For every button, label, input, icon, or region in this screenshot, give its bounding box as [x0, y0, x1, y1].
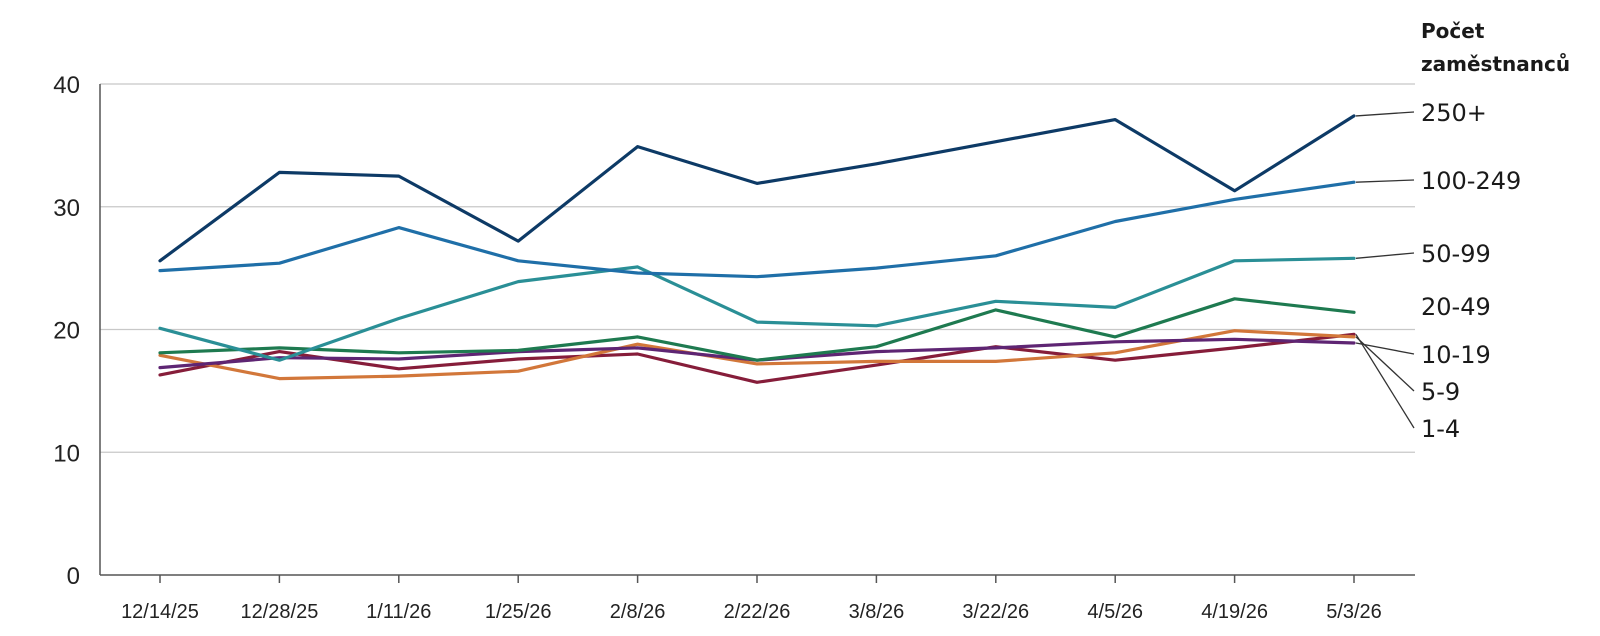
leader-line: [1355, 334, 1415, 429]
x-tick-label: 2/22/26: [724, 601, 791, 623]
series-line-20-49: [158, 297, 1356, 362]
series-label: 1-4: [1421, 415, 1460, 443]
x-tick-label: 4/19/26: [1201, 601, 1268, 623]
series-line-250+: [158, 114, 1356, 263]
label-leader-lines: [1355, 111, 1415, 429]
series-label: 20-49: [1421, 293, 1491, 321]
series-label: 100-249: [1421, 167, 1521, 195]
y-tick-label: 40: [53, 72, 80, 99]
x-tick-label: 3/8/26: [849, 601, 905, 623]
leader-line: [1355, 252, 1415, 259]
series-label: 250+: [1421, 99, 1487, 127]
leader-line: [1355, 179, 1415, 183]
legend-title-line-1: Počet: [1421, 19, 1485, 43]
leader-line: [1355, 342, 1415, 355]
x-tick-label: 5/3/26: [1326, 601, 1382, 623]
legend-title-line-2: zaměstnanců: [1421, 52, 1570, 76]
series-line-1-4: [158, 332, 1356, 384]
y-tick-label: 0: [67, 563, 80, 590]
y-tick-label: 30: [53, 195, 80, 222]
x-tick-label: 1/25/26: [485, 601, 552, 623]
series-lines: [158, 114, 1356, 384]
series-line-50-99: [158, 256, 1356, 362]
leader-line: [1355, 111, 1415, 117]
x-tick-label: 2/8/26: [610, 601, 666, 623]
series-label: 10-19: [1421, 341, 1491, 369]
leader-line: [1355, 336, 1415, 392]
x-tick-label: 3/22/26: [962, 601, 1029, 623]
y-tick-label: 20: [53, 318, 80, 345]
series-labels: 250+ 100-249 50-99 20-49 10-19 5-9 1-4: [1421, 99, 1521, 443]
series-label: 5-9: [1421, 378, 1460, 406]
series-label: 50-99: [1421, 240, 1491, 268]
gridlines: [100, 83, 1415, 453]
x-tick-label: 12/14/25: [121, 601, 199, 623]
series-line-100-249: [158, 180, 1356, 279]
x-tick-label: 12/28/25: [240, 601, 318, 623]
y-tick-label: 10: [53, 440, 80, 467]
series-line-5-9: [158, 329, 1356, 381]
x-axis-ticks: 12/14/25 12/28/25 1/11/26 1/25/26 2/8/26 2/22…: [121, 575, 1382, 623]
y-axis-ticks: 0 10 20 30 40: [53, 72, 80, 590]
x-tick-label: 1/11/26: [366, 601, 431, 623]
x-tick-label: 4/5/26: [1087, 601, 1143, 623]
